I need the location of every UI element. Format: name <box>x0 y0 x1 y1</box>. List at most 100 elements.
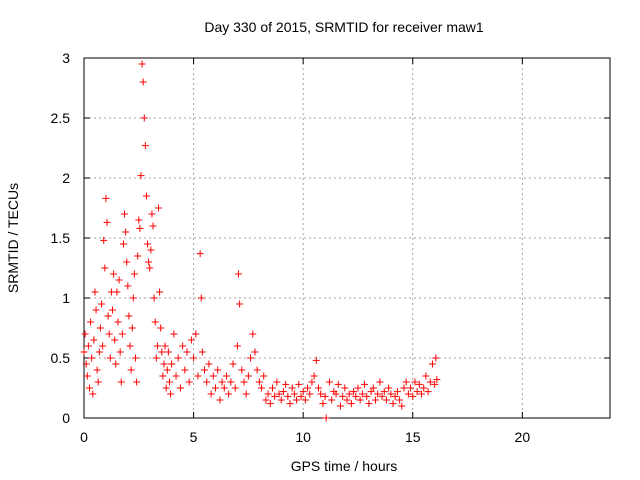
data-point-0-163 <box>345 390 353 398</box>
data-point-0-86 <box>181 366 189 374</box>
data-point-0-165 <box>350 388 358 396</box>
data-point-0-37 <box>121 210 129 218</box>
data-point-0-196 <box>418 390 426 398</box>
data-point-0-186 <box>396 396 404 404</box>
data-point-0-85 <box>179 342 187 350</box>
data-point-0-66 <box>152 354 160 362</box>
data-point-0-38 <box>122 228 130 236</box>
data-point-0-153 <box>322 414 330 422</box>
data-point-0-134 <box>282 380 290 388</box>
data-point-0-44 <box>128 324 136 332</box>
data-point-0-22 <box>104 312 112 320</box>
data-point-0-106 <box>222 372 230 380</box>
data-point-0-199 <box>424 388 432 396</box>
data-point-0-49 <box>134 252 142 260</box>
points-layer <box>80 60 441 422</box>
data-point-0-177 <box>376 378 384 386</box>
data-point-0-79 <box>167 390 175 398</box>
data-point-0-6 <box>87 318 95 326</box>
data-point-0-96 <box>201 366 209 374</box>
x-tick-label-2: 10 <box>295 429 311 445</box>
data-point-0-200 <box>426 378 434 386</box>
data-point-0-67 <box>153 342 161 350</box>
x-tick-label-0: 0 <box>80 429 88 445</box>
data-point-0-130 <box>273 378 281 386</box>
data-point-0-178 <box>378 392 386 400</box>
data-point-0-93 <box>196 250 204 258</box>
data-point-0-48 <box>133 378 141 386</box>
x-axis-title: GPS time / hours <box>291 458 398 474</box>
y-tick-label-2: 1 <box>62 290 70 306</box>
data-point-0-14 <box>95 348 103 356</box>
data-point-0-10 <box>91 288 99 296</box>
data-point-0-17 <box>99 342 107 350</box>
data-point-0-159 <box>336 402 344 410</box>
y-tick-label-5: 2.5 <box>51 110 71 126</box>
data-point-0-63 <box>149 222 157 230</box>
data-point-0-157 <box>332 390 340 398</box>
data-point-0-80 <box>168 360 176 368</box>
y-tick-label-0: 0 <box>62 410 70 426</box>
data-point-0-31 <box>114 318 122 326</box>
y-tick-label-1: 0.5 <box>51 350 71 366</box>
data-point-0-108 <box>227 378 235 386</box>
data-point-0-46 <box>130 270 138 278</box>
data-point-0-36 <box>119 240 127 248</box>
data-point-0-11 <box>92 306 100 314</box>
data-point-0-73 <box>160 360 168 368</box>
data-point-0-188 <box>400 384 408 392</box>
data-point-0-92 <box>194 372 202 380</box>
x-tick-label-3: 15 <box>405 429 421 445</box>
data-point-0-54 <box>139 78 147 86</box>
data-point-0-76 <box>163 366 171 374</box>
data-point-0-60 <box>146 264 154 272</box>
data-point-0-124 <box>260 372 268 380</box>
data-point-0-83 <box>174 354 182 362</box>
data-point-0-166 <box>352 392 360 400</box>
data-point-0-89 <box>187 336 195 344</box>
data-point-0-64 <box>150 294 158 302</box>
data-point-0-81 <box>170 330 178 338</box>
data-point-0-184 <box>391 392 399 400</box>
data-point-0-164 <box>347 400 355 408</box>
data-point-0-151 <box>319 400 327 408</box>
data-point-0-174 <box>369 384 377 392</box>
data-point-0-135 <box>284 392 292 400</box>
data-point-0-132 <box>277 396 285 404</box>
data-point-0-146 <box>308 378 316 386</box>
data-point-0-82 <box>172 372 180 380</box>
data-point-0-111 <box>233 342 241 350</box>
data-point-0-98 <box>205 360 213 368</box>
data-point-0-27 <box>110 270 118 278</box>
data-point-0-18 <box>100 236 108 244</box>
data-point-0-154 <box>325 378 333 386</box>
data-point-0-139 <box>293 396 301 404</box>
data-point-0-147 <box>310 372 318 380</box>
data-point-0-52 <box>137 172 145 180</box>
data-point-0-71 <box>158 348 166 356</box>
chart-title: Day 330 of 2015, SRMTID for receiver maw… <box>204 19 484 35</box>
data-point-0-100 <box>209 372 217 380</box>
data-point-0-128 <box>268 384 276 392</box>
data-point-0-69 <box>156 288 164 296</box>
data-point-0-50 <box>135 216 143 224</box>
data-point-0-29 <box>112 360 120 368</box>
data-point-0-110 <box>231 384 239 392</box>
data-point-0-112 <box>235 270 243 278</box>
data-point-0-95 <box>198 348 206 356</box>
data-point-0-191 <box>407 384 415 392</box>
data-point-0-193 <box>411 378 419 386</box>
data-point-0-194 <box>413 388 421 396</box>
data-point-0-131 <box>275 390 283 398</box>
data-point-0-137 <box>288 384 296 392</box>
data-point-0-15 <box>96 324 104 332</box>
data-point-0-144 <box>304 384 312 392</box>
data-point-0-141 <box>297 392 305 400</box>
data-point-0-120 <box>251 348 259 356</box>
y-tick-label-3: 1.5 <box>51 230 71 246</box>
data-point-0-103 <box>216 396 224 404</box>
data-point-0-140 <box>295 380 303 388</box>
data-point-0-84 <box>176 384 184 392</box>
data-point-0-3 <box>83 372 91 380</box>
